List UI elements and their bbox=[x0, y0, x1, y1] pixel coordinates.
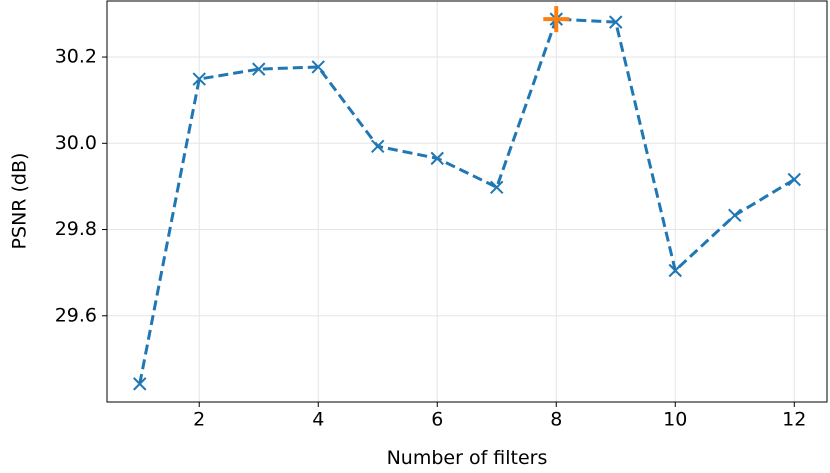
x-marker bbox=[490, 180, 504, 194]
x-marker bbox=[668, 263, 682, 278]
y-tick-label: 30.2 bbox=[55, 46, 97, 68]
y-tick-label: 29.6 bbox=[55, 304, 97, 326]
x-tick-label: 10 bbox=[663, 409, 687, 431]
plot-frame bbox=[106, 0, 828, 403]
x-marker bbox=[192, 72, 206, 86]
x-marker bbox=[430, 151, 444, 166]
line-series bbox=[138, 17, 796, 385]
x-marker bbox=[609, 15, 623, 29]
y-tick-label: 29.8 bbox=[55, 218, 97, 240]
x-marker bbox=[133, 377, 147, 391]
x-tick-label: 6 bbox=[431, 409, 443, 431]
x-marker bbox=[371, 139, 385, 154]
highlight-marker bbox=[543, 6, 570, 33]
x-tick-label: 4 bbox=[312, 409, 324, 431]
x-tick-label: 2 bbox=[193, 409, 205, 431]
x-marker bbox=[728, 208, 742, 223]
x-marker bbox=[311, 60, 325, 74]
y-tick-label: 30.0 bbox=[55, 132, 97, 154]
x-marker bbox=[252, 62, 266, 76]
y-axis-label: PSNR (dB) bbox=[9, 153, 31, 250]
x-tick-label: 12 bbox=[782, 409, 806, 431]
x-axis-label: Number of filters bbox=[387, 447, 548, 469]
x-tick-label: 8 bbox=[550, 409, 562, 431]
x-marker bbox=[787, 172, 801, 187]
